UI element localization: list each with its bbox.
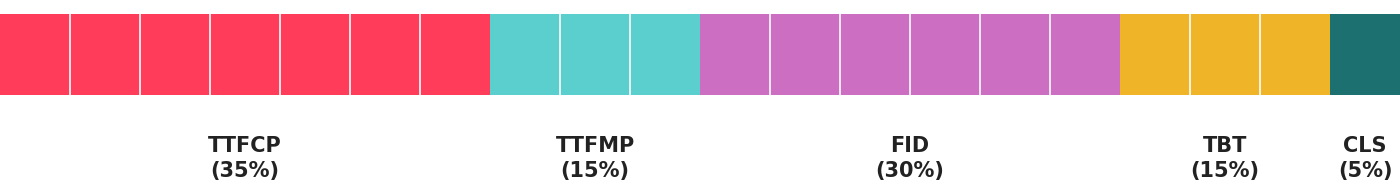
Bar <box>700 14 1120 95</box>
Text: FID
(30%): FID (30%) <box>875 136 945 181</box>
Text: TTFCP
(35%): TTFCP (35%) <box>209 136 281 181</box>
Bar <box>490 14 700 95</box>
Text: TBT
(15%): TBT (15%) <box>1190 136 1260 181</box>
Text: CLS
(5%): CLS (5%) <box>1338 136 1392 181</box>
Text: TTFMP
(15%): TTFMP (15%) <box>556 136 634 181</box>
Bar <box>1330 14 1400 95</box>
Bar <box>1120 14 1330 95</box>
Bar <box>0 14 490 95</box>
